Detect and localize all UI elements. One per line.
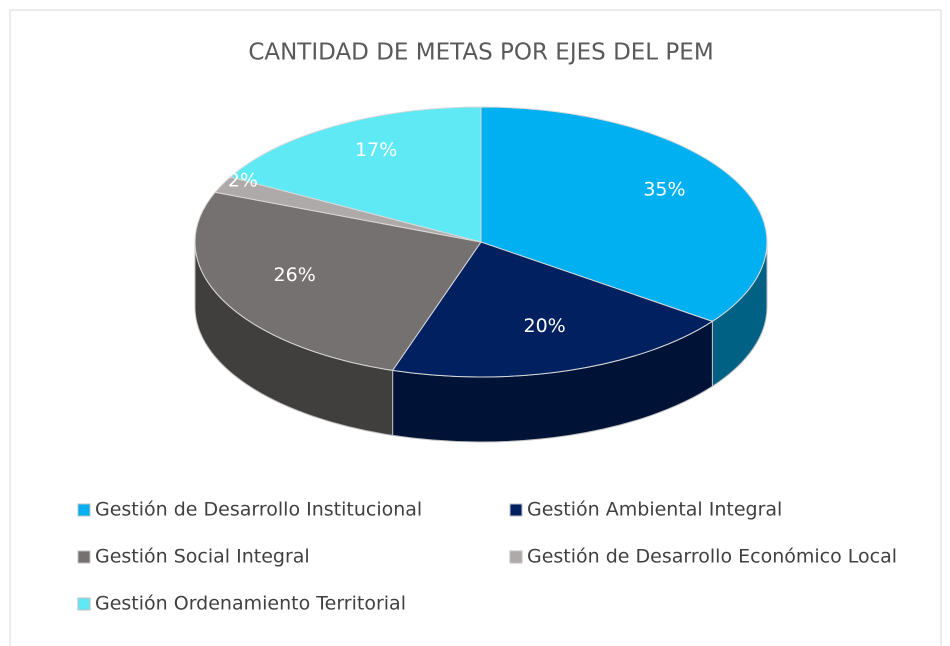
chart-title: CANTIDAD DE METAS POR EJES DEL PEM [248,40,713,66]
legend-swatch [77,597,91,611]
legend-swatch [509,550,523,564]
legend-swatch [509,503,523,517]
legend-label: Gestión de Desarrollo Institucional [95,499,422,521]
legend-label: Gestión Social Integral [95,546,310,568]
pie-slice [480,106,768,322]
legend-label: Gestión Ambiental Integral [527,499,782,521]
data-label: 2% [228,170,258,192]
data-label: 17% [355,139,397,161]
data-label: 26% [274,264,316,286]
data-label: 20% [524,315,566,337]
pie-slice [229,106,482,243]
legend-swatch [77,503,91,517]
legend-label: Gestión Ordenamiento Territorial [95,593,406,615]
legend-swatch [77,550,91,564]
legend-label: Gestión de Desarrollo Económico Local [527,546,897,568]
pie-slice [194,191,482,371]
pie-slice [391,241,714,378]
data-label: 35% [643,178,685,200]
